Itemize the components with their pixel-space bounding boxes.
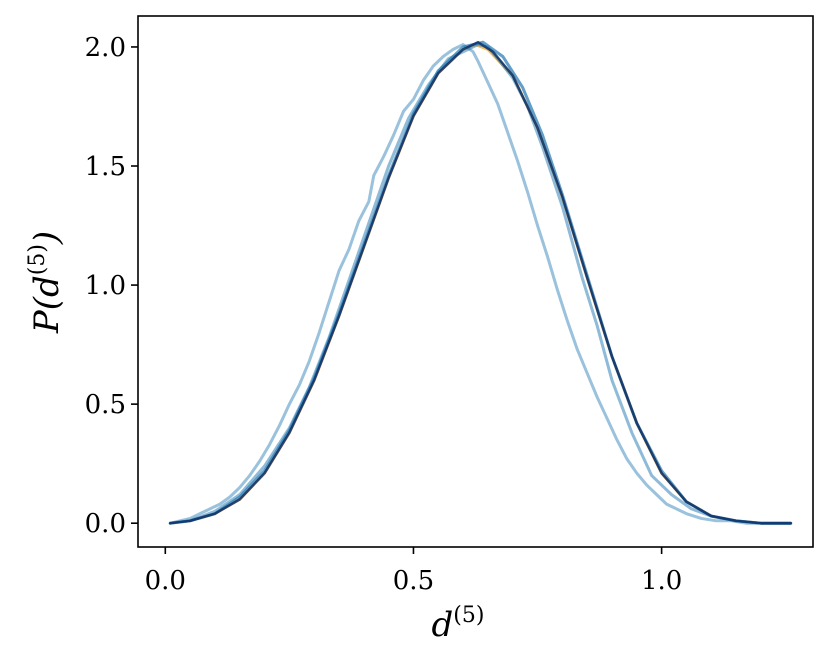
y-tick-label: 0.0 bbox=[85, 509, 126, 539]
x-tick-label: 1.0 bbox=[641, 566, 682, 596]
y-axis-label-base: d bbox=[27, 275, 67, 297]
series-layer bbox=[168, 40, 793, 525]
y-tick-label: 0.5 bbox=[85, 390, 126, 420]
series-line-5 bbox=[169, 40, 792, 525]
plot-area bbox=[137, 15, 814, 548]
plot-frame bbox=[137, 15, 814, 548]
x-tick-label: 0.0 bbox=[145, 566, 186, 596]
y-axis-label: P(d(5)) bbox=[25, 231, 67, 334]
series-line-2 bbox=[168, 43, 793, 525]
y-tick-label: 2.0 bbox=[85, 33, 126, 63]
y-axis-label-superscript: (5) bbox=[25, 244, 50, 275]
plot-background bbox=[138, 16, 813, 547]
y-axis-label-suffix: ) bbox=[27, 231, 67, 245]
x-tick-label: 0.5 bbox=[393, 566, 434, 596]
y-tick-label: 1.0 bbox=[85, 271, 126, 301]
x-axis-label-superscript: (5) bbox=[453, 603, 484, 628]
x-axis-ticks: 0.0 0.5 1.0 bbox=[145, 547, 682, 596]
y-axis-label-prefix: P( bbox=[27, 296, 67, 334]
x-axis-label: d(5) bbox=[432, 603, 485, 645]
x-axis-label-base: d bbox=[432, 605, 454, 645]
y-axis-ticks: 0.0 0.5 1.0 1.5 2.0 bbox=[85, 33, 138, 539]
y-tick-label: 1.5 bbox=[85, 152, 126, 182]
